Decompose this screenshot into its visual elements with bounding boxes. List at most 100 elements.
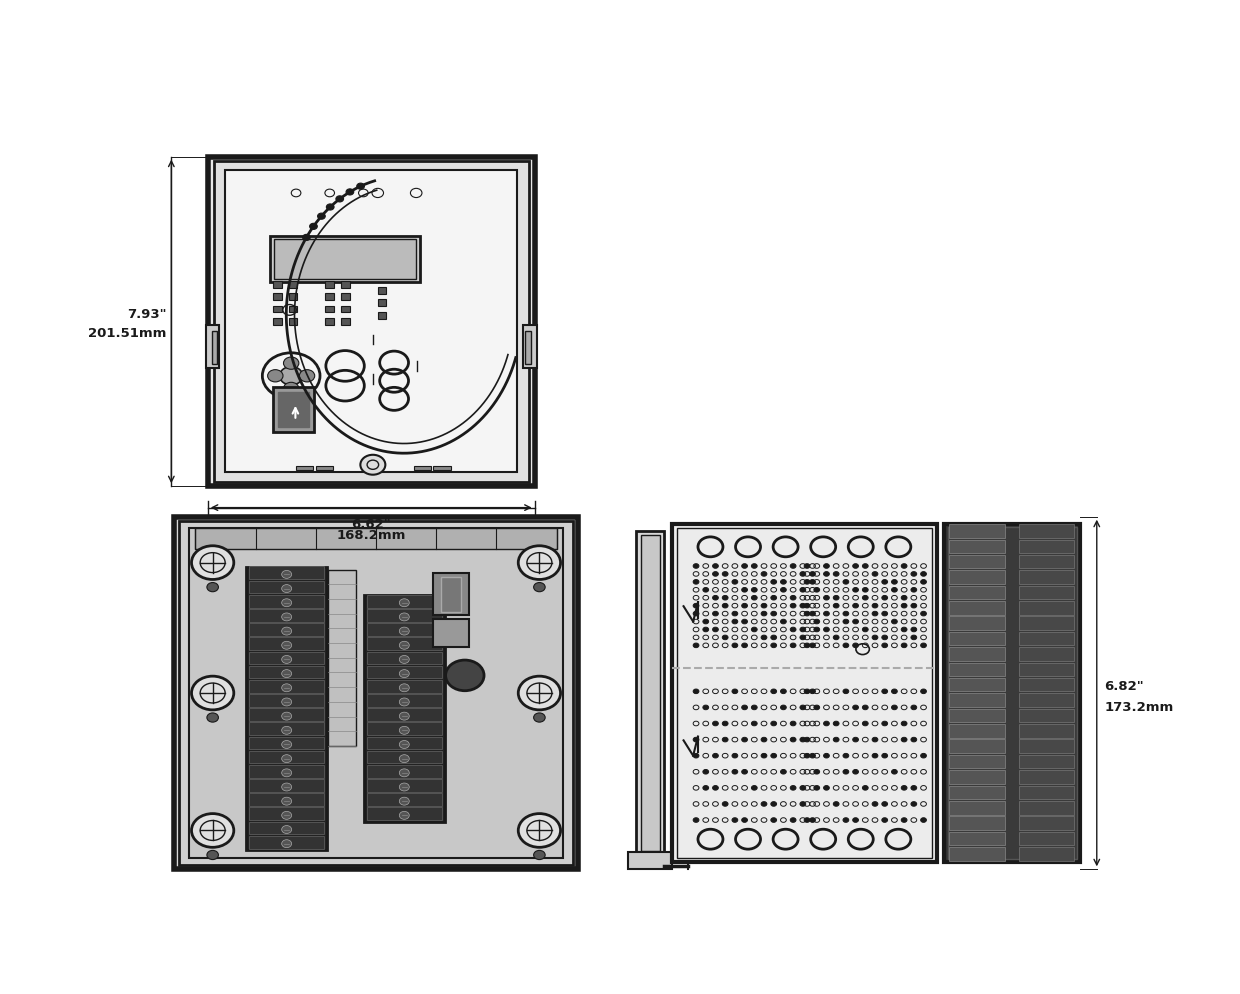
Circle shape xyxy=(805,689,810,694)
Bar xyxy=(249,807,324,820)
Circle shape xyxy=(901,786,906,790)
Circle shape xyxy=(713,611,718,616)
Circle shape xyxy=(771,818,776,822)
Circle shape xyxy=(810,753,816,758)
Circle shape xyxy=(299,371,315,383)
Circle shape xyxy=(823,722,830,726)
Circle shape xyxy=(191,677,234,710)
Circle shape xyxy=(281,811,291,819)
Circle shape xyxy=(810,611,816,616)
Bar xyxy=(378,300,387,307)
Circle shape xyxy=(813,627,820,632)
Circle shape xyxy=(751,565,758,569)
Circle shape xyxy=(920,689,926,694)
Circle shape xyxy=(693,603,699,608)
Bar xyxy=(249,779,324,792)
Circle shape xyxy=(761,603,766,608)
Bar xyxy=(950,832,1004,846)
Circle shape xyxy=(703,706,708,710)
Bar xyxy=(270,237,420,282)
Circle shape xyxy=(207,714,218,723)
Circle shape xyxy=(800,635,806,640)
Circle shape xyxy=(892,769,898,774)
Bar xyxy=(1019,647,1074,661)
Circle shape xyxy=(742,587,748,592)
Bar xyxy=(249,723,324,736)
Bar xyxy=(950,755,1004,768)
Circle shape xyxy=(742,565,748,569)
Circle shape xyxy=(843,580,848,584)
Circle shape xyxy=(833,603,839,608)
Circle shape xyxy=(805,643,810,648)
Circle shape xyxy=(703,769,708,774)
Circle shape xyxy=(862,786,868,790)
Circle shape xyxy=(813,587,820,592)
Circle shape xyxy=(872,753,878,758)
Circle shape xyxy=(399,811,409,819)
Circle shape xyxy=(399,783,409,791)
Circle shape xyxy=(780,587,786,592)
Bar xyxy=(1019,632,1074,646)
Bar xyxy=(341,318,350,325)
Bar xyxy=(367,595,441,608)
Bar xyxy=(289,318,298,325)
Circle shape xyxy=(920,753,926,758)
Bar xyxy=(1019,786,1074,799)
Circle shape xyxy=(843,619,848,624)
Circle shape xyxy=(310,224,317,231)
Circle shape xyxy=(281,713,291,721)
Circle shape xyxy=(911,706,916,710)
Circle shape xyxy=(281,642,291,649)
Bar xyxy=(672,524,936,863)
Circle shape xyxy=(533,851,546,860)
Bar xyxy=(325,281,334,288)
Circle shape xyxy=(751,587,758,592)
Bar xyxy=(367,765,441,778)
Circle shape xyxy=(742,619,748,624)
Bar xyxy=(950,601,1004,615)
Circle shape xyxy=(823,595,830,600)
Circle shape xyxy=(771,802,776,806)
Circle shape xyxy=(882,595,888,600)
Circle shape xyxy=(713,573,718,577)
Circle shape xyxy=(920,580,926,584)
Bar xyxy=(1019,709,1074,723)
Bar xyxy=(367,652,441,665)
Circle shape xyxy=(761,753,766,758)
Circle shape xyxy=(892,619,898,624)
Circle shape xyxy=(751,706,758,710)
Bar xyxy=(950,647,1004,661)
Circle shape xyxy=(693,753,699,758)
Bar xyxy=(289,294,298,301)
Circle shape xyxy=(281,627,291,635)
Bar xyxy=(213,162,528,482)
Circle shape xyxy=(693,565,699,569)
Bar xyxy=(1019,832,1074,846)
Circle shape xyxy=(518,814,560,848)
Bar xyxy=(627,852,672,870)
Circle shape xyxy=(853,603,858,608)
Circle shape xyxy=(399,713,409,721)
Circle shape xyxy=(901,627,906,632)
Circle shape xyxy=(317,214,325,220)
Circle shape xyxy=(533,582,546,592)
Circle shape xyxy=(872,573,878,577)
Circle shape xyxy=(742,818,748,822)
Bar xyxy=(325,294,334,301)
Bar xyxy=(367,680,441,693)
Circle shape xyxy=(805,818,810,822)
Circle shape xyxy=(771,611,776,616)
Circle shape xyxy=(281,656,291,664)
Circle shape xyxy=(722,738,728,743)
Circle shape xyxy=(790,603,796,608)
Bar xyxy=(296,466,314,471)
Bar xyxy=(950,571,1004,584)
Circle shape xyxy=(399,656,409,664)
Bar xyxy=(208,157,534,487)
Circle shape xyxy=(862,706,868,710)
Circle shape xyxy=(823,753,830,758)
Bar xyxy=(289,306,298,313)
Circle shape xyxy=(399,699,409,706)
Circle shape xyxy=(862,722,868,726)
Circle shape xyxy=(901,565,906,569)
